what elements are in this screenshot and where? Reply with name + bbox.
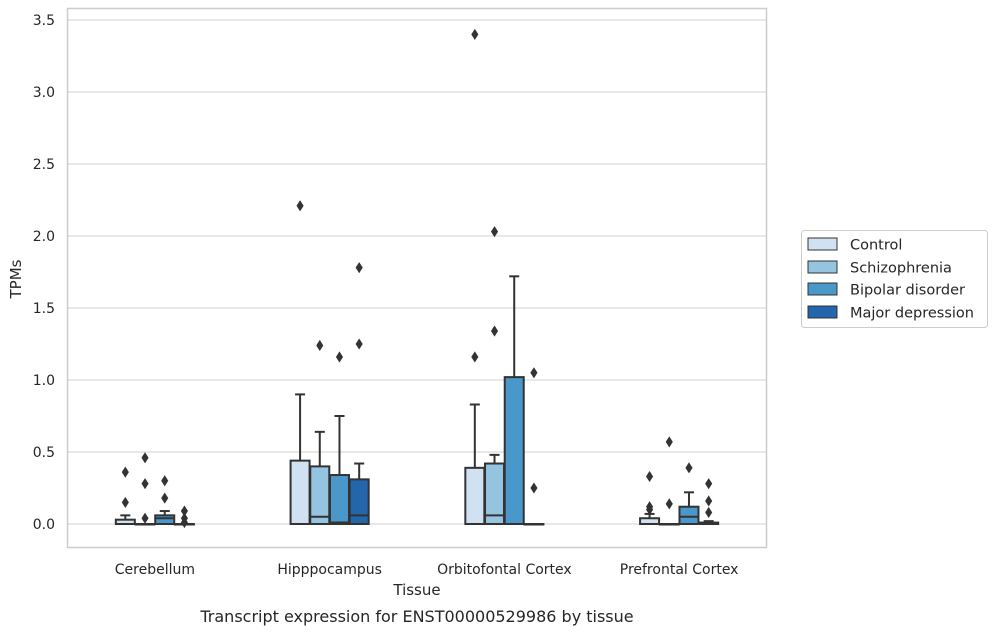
box-prefrontal-cortex-control	[639, 470, 661, 525]
box-prefrontal-cortex-major-depression-outlier-1	[705, 495, 713, 507]
box-hipppocampus-control-outlier-0	[296, 200, 304, 212]
box-cerebellum-bipolar-disorder-outlier-1	[161, 475, 169, 487]
y-tick-label-3-5: 3.5	[33, 13, 55, 29]
box-orbitofontal-cortex-bipolar-disorder-body	[503, 376, 525, 525]
y-tick-label-0-0: 0.0	[33, 517, 55, 533]
box-hipppocampus-schizophrenia	[309, 339, 331, 525]
x-tick-label-prefrontal-cortex: Prefrontal Cortex	[620, 562, 739, 578]
box-orbitofontal-cortex-major-depression	[523, 367, 545, 526]
box-orbitofontal-cortex-bipolar-disorder	[503, 275, 525, 525]
box-cerebellum-bipolar-disorder-outlier-0	[161, 492, 169, 504]
box-hipppocampus-schizophrenia-body	[309, 465, 331, 525]
x-axis-title: Tissue	[392, 581, 440, 599]
box-orbitofontal-cortex-schizophrenia	[484, 226, 506, 525]
box-orbitofontal-cortex-major-depression-outlier-1	[530, 367, 538, 379]
box-prefrontal-cortex-schizophrenia-outlier-1	[665, 436, 673, 448]
box-orbitofontal-cortex-control	[464, 28, 486, 525]
x-tick-label-cerebellum: Cerebellum	[115, 562, 195, 578]
legend-swatch-bipolar-disorder	[807, 282, 838, 296]
box-cerebellum-control-outlier-1	[121, 466, 129, 478]
box-cerebellum-schizophrenia-outlier-2	[141, 452, 149, 464]
gridlines	[67, 19, 767, 525]
box-hipppocampus-schizophrenia-outlier-0	[316, 339, 324, 351]
box-prefrontal-cortex-schizophrenia	[658, 436, 680, 526]
box-hipppocampus-major-depression-outlier-0	[355, 338, 363, 350]
y-tick-label-1-0: 1.0	[33, 373, 55, 389]
box-cerebellum-bipolar-disorder-body	[154, 514, 176, 525]
box-hipppocampus-major-depression	[348, 262, 370, 525]
box-hipppocampus-major-depression-body	[348, 478, 370, 525]
box-prefrontal-cortex-control-outlier-2	[646, 470, 654, 483]
box-prefrontal-cortex-major-depression	[698, 478, 720, 525]
x-tick-label-hipppocampus: Hipppocampus	[277, 562, 382, 578]
box-prefrontal-cortex-major-depression-outlier-2	[705, 478, 713, 490]
box-prefrontal-cortex-bipolar-disorder-outlier-0	[685, 462, 693, 474]
x-axis-ticks: Cerebellum Hipppocampus Orbitofontal Corte…	[115, 562, 739, 578]
y-tick-label-1-5: 1.5	[33, 301, 55, 317]
box-hipppocampus-bipolar-disorder	[328, 351, 350, 526]
box-hipppocampus-bipolar-disorder-body	[328, 474, 350, 526]
box-hipppocampus-major-depression-outlier-1	[355, 262, 363, 274]
box-cerebellum-control-outlier-0	[121, 496, 129, 508]
box-cerebellum-major-depression	[173, 505, 195, 529]
chart-caption: Transcript expression for ENST0000052998…	[199, 607, 633, 626]
box-orbitofontal-cortex-major-depression-outlier-0	[530, 482, 538, 494]
box-orbitofontal-cortex-schizophrenia-outlier-1	[490, 226, 499, 238]
y-axis-title: TPMs	[7, 259, 25, 299]
legend-label-bipolar-disorder: Bipolar disorder	[850, 283, 965, 299]
box-hipppocampus-bipolar-disorder-outlier-0	[335, 351, 344, 363]
y-tick-label-3-0: 3.0	[33, 85, 55, 101]
box-prefrontal-cortex-bipolar-disorder-body	[678, 505, 700, 526]
y-axis-ticks: 0.0 0.5 1.0 1.5 2.0 2.5 3.0 3.5	[33, 13, 55, 533]
box-prefrontal-cortex-bipolar-disorder	[678, 462, 700, 526]
box-cerebellum-control	[114, 466, 136, 525]
legend-label-schizophrenia: Schizophrenia	[850, 261, 952, 277]
box-orbitofontal-cortex-schizophrenia-outlier-0	[490, 325, 499, 337]
x-tick-label-orbitofontal-cortex: Orbitofontal Cortex	[437, 562, 572, 578]
box-cerebellum-major-depression-outlier-1	[180, 512, 188, 524]
box-cerebellum-schizophrenia-outlier-1	[141, 478, 149, 490]
y-tick-label-0-5: 0.5	[33, 445, 55, 461]
boxes	[114, 28, 720, 529]
box-cerebellum-bipolar-disorder	[154, 475, 176, 525]
legend-label-control: Control	[850, 238, 902, 254]
plot-frame	[66, 7, 768, 549]
box-prefrontal-cortex-major-depression-outlier-0	[705, 506, 713, 519]
legend-swatch-control	[807, 237, 838, 251]
y-tick-label-2-5: 2.5	[33, 157, 55, 173]
box-cerebellum-major-depression-outlier-2	[180, 505, 188, 517]
box-orbitofontal-cortex-control-outlier-1	[471, 28, 479, 40]
box-orbitofontal-cortex-control-body	[464, 466, 486, 525]
box-prefrontal-cortex-schizophrenia-outlier-0	[665, 498, 673, 510]
box-orbitofontal-cortex-control-outlier-0	[471, 351, 479, 363]
legend: Control Schizophrenia Bipolar disorder M…	[801, 230, 988, 328]
box-hipppocampus-control-body	[289, 459, 311, 526]
legend-frame	[801, 230, 988, 328]
box-cerebellum-schizophrenia-outlier-0	[141, 512, 149, 524]
box-prefrontal-cortex-control-outlier-1	[646, 501, 654, 513]
y-tick-label-2-0: 2.0	[33, 229, 55, 245]
box-hipppocampus-control	[289, 200, 311, 526]
box-cerebellum-schizophrenia	[134, 452, 156, 526]
legend-swatch-major-depression	[807, 305, 838, 319]
legend-label-major-depression: Major depression	[850, 306, 974, 322]
legend-swatch-schizophrenia	[807, 260, 838, 274]
